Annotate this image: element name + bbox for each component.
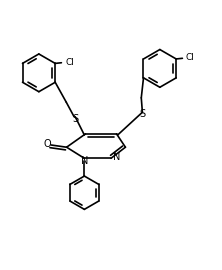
Text: S: S (139, 109, 145, 119)
Text: S: S (72, 114, 78, 124)
Text: Cl: Cl (65, 58, 74, 67)
Text: O: O (43, 139, 51, 149)
Text: N: N (81, 156, 88, 166)
Text: Cl: Cl (186, 53, 194, 62)
Text: N: N (113, 152, 120, 162)
